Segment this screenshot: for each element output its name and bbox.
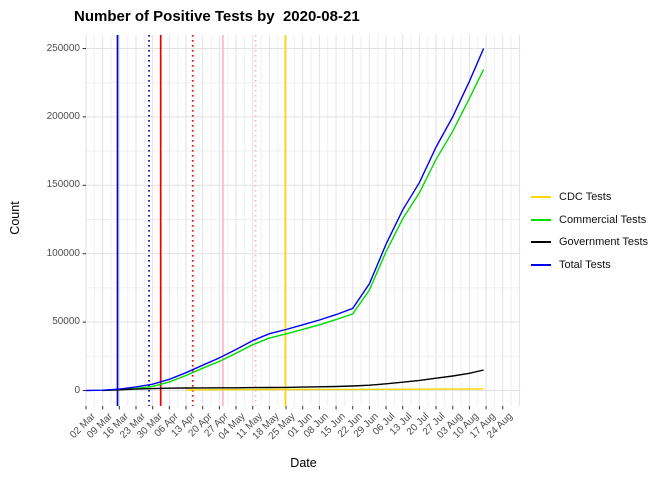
legend-label: CDC Tests	[559, 191, 612, 204]
y-tick-label: 200000	[46, 110, 80, 122]
legend-item: Commercial Tests	[531, 209, 648, 232]
legend: CDC Tests Commercial Tests Government Test…	[531, 186, 648, 276]
y-axis-title: Count	[8, 201, 22, 235]
legend-label: Total Tests	[559, 258, 611, 271]
legend-line-swatch	[531, 218, 551, 221]
legend-line-swatch	[531, 241, 551, 244]
legend-label: Commercial Tests	[559, 213, 647, 226]
legend-item: Total Tests	[531, 254, 648, 277]
y-tick-label: 50000	[52, 316, 80, 328]
chart-title: Number of Positive Tests by 2020-08-21	[74, 8, 360, 25]
y-tick-label: 0	[74, 384, 80, 396]
legend-label: Government Tests	[559, 236, 649, 249]
legend-line-swatch	[531, 196, 551, 199]
legend-item: CDC Tests	[531, 186, 648, 209]
x-axis-title: Date	[290, 456, 317, 470]
legend-item: Government Tests	[531, 231, 648, 254]
y-tick-label: 250000	[46, 42, 80, 54]
y-tick-label: 150000	[46, 179, 80, 191]
y-tick-label: 100000	[46, 247, 80, 259]
legend-line-swatch	[531, 263, 551, 266]
